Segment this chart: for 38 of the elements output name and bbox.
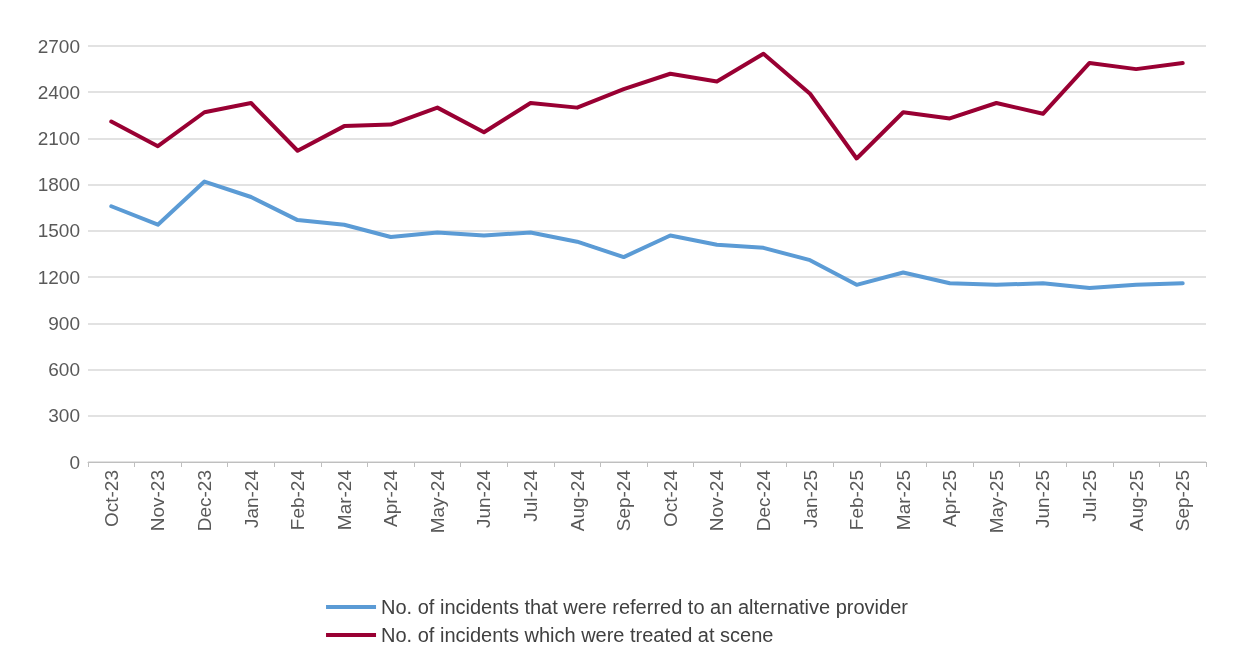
x-tick-label: Nov-23 — [147, 470, 169, 532]
x-tick-label: Jan-24 — [240, 469, 262, 529]
x-tick-label: Feb-25 — [846, 470, 868, 531]
y-tick-label: 1500 — [37, 220, 80, 242]
y-tick-label: 2100 — [37, 127, 80, 149]
x-tick-label: Dec-23 — [193, 470, 215, 532]
y-tick-label: 1800 — [37, 174, 80, 196]
x-tick-label: Mar-24 — [333, 469, 355, 531]
x-tick-label: Dec-24 — [752, 469, 774, 532]
y-tick-label: 2700 — [37, 35, 80, 57]
x-tick-label: Sep-25 — [1172, 470, 1194, 532]
x-tick-label: Mar-25 — [892, 470, 914, 531]
x-tick-label: Jan-25 — [799, 470, 821, 529]
x-tick-label: Nov-24 — [706, 469, 728, 532]
x-tick-label: May-25 — [985, 470, 1007, 534]
x-tick-label: Jul-24 — [520, 469, 542, 522]
x-tick-label: Feb-24 — [287, 469, 309, 531]
line-series — [109, 179, 1185, 290]
legend-label: No. of incidents that were referred to an alternative provider — [381, 596, 909, 618]
legend-label: No. of incidents which were treated at scene — [381, 624, 774, 646]
x-tick-label: Sep-24 — [613, 469, 635, 532]
x-tick-label: May-24 — [426, 469, 448, 534]
x-tick-label: Jul-25 — [1079, 470, 1101, 522]
x-tick-label: Oct-23 — [100, 470, 122, 528]
x-tick-label: Jun-24 — [473, 469, 495, 529]
x-tick-label: Apr-25 — [939, 470, 961, 528]
y-tick-label: 1200 — [37, 266, 80, 288]
y-tick-label: 0 — [69, 451, 80, 473]
y-tick-label: 600 — [48, 359, 80, 381]
x-tick-label: Oct-24 — [659, 469, 681, 528]
y-tick-label: 900 — [48, 312, 80, 334]
x-tick-label: Apr-24 — [380, 469, 402, 528]
line-series — [109, 51, 1185, 161]
x-tick-label: Aug-24 — [566, 469, 588, 532]
x-tick-label: Aug-25 — [1125, 470, 1147, 532]
y-tick-label: 300 — [48, 405, 80, 427]
x-tick-label: Jun-25 — [1032, 470, 1054, 529]
y-tick-label: 2400 — [37, 81, 80, 103]
